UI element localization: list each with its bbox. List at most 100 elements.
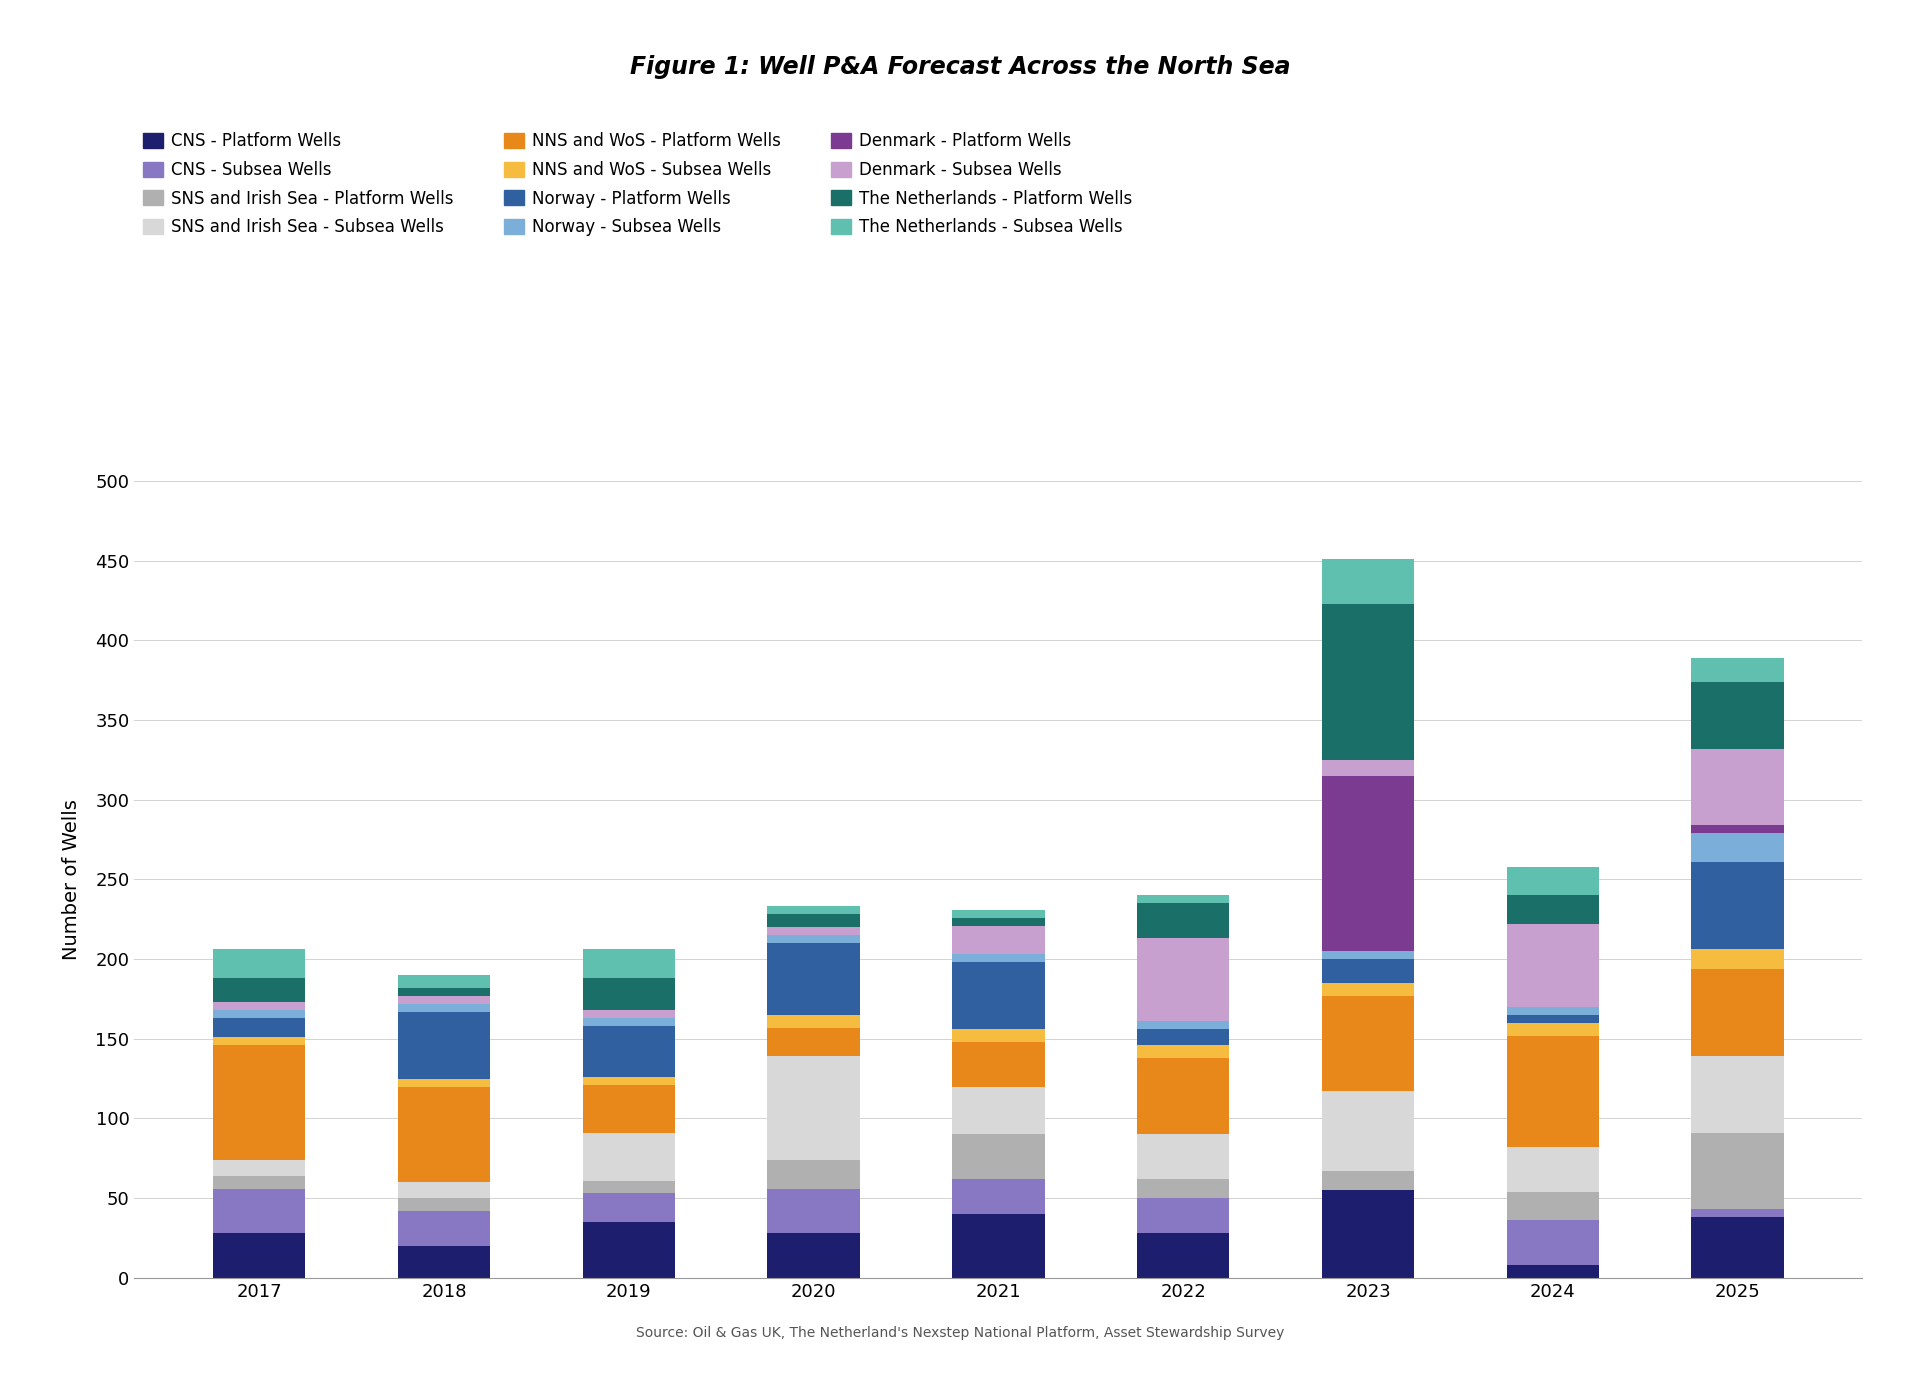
Bar	[952, 910, 1044, 918]
Bar	[1137, 903, 1229, 938]
Bar	[582, 1194, 676, 1221]
Bar	[1507, 1265, 1599, 1278]
Bar	[582, 1026, 676, 1077]
Bar	[397, 1246, 490, 1278]
Bar	[213, 1002, 305, 1010]
Bar	[1321, 996, 1415, 1091]
Bar	[768, 943, 860, 1015]
Bar	[952, 926, 1044, 955]
Bar	[213, 1010, 305, 1018]
Bar	[213, 1160, 305, 1176]
Bar	[1692, 826, 1784, 833]
Bar	[397, 1003, 490, 1011]
Bar	[768, 1015, 860, 1028]
Bar	[582, 1132, 676, 1180]
Bar	[397, 988, 490, 996]
Bar	[768, 1234, 860, 1278]
Bar	[1692, 682, 1784, 749]
Bar	[582, 978, 676, 1010]
Bar	[1692, 1057, 1784, 1132]
Bar	[397, 1210, 490, 1246]
Bar	[768, 936, 860, 943]
Bar	[1321, 559, 1415, 603]
Bar	[582, 1180, 676, 1194]
Bar	[213, 978, 305, 1002]
Bar	[1692, 861, 1784, 949]
Bar	[952, 1215, 1044, 1278]
Bar	[1321, 760, 1415, 776]
Bar	[952, 1179, 1044, 1215]
Legend: CNS - Platform Wells, CNS - Subsea Wells, SNS and Irish Sea - Platform Wells, SN: CNS - Platform Wells, CNS - Subsea Wells…	[142, 132, 1133, 236]
Bar	[1321, 603, 1415, 760]
Bar	[952, 1041, 1044, 1087]
Bar	[1507, 1036, 1599, 1147]
Bar	[768, 907, 860, 915]
Bar	[1137, 1058, 1229, 1135]
Bar	[397, 1011, 490, 1079]
Bar	[397, 1182, 490, 1198]
Bar	[768, 1057, 860, 1160]
Bar	[1507, 896, 1599, 923]
Bar	[1507, 1191, 1599, 1220]
Bar	[1137, 1046, 1229, 1058]
Bar	[1321, 982, 1415, 996]
Bar	[1692, 1132, 1784, 1209]
Bar	[1321, 959, 1415, 982]
Bar	[1137, 1029, 1229, 1046]
Bar	[213, 1037, 305, 1046]
Bar	[1507, 1147, 1599, 1191]
Bar	[582, 949, 676, 978]
Bar	[582, 1085, 676, 1132]
Bar	[1507, 1007, 1599, 1015]
Bar	[1692, 833, 1784, 861]
Bar	[768, 1160, 860, 1189]
Bar	[1692, 1217, 1784, 1278]
Bar	[1137, 1135, 1229, 1179]
Bar	[1137, 1234, 1229, 1278]
Bar	[1321, 951, 1415, 959]
Bar	[582, 1010, 676, 1018]
Bar	[1137, 1198, 1229, 1234]
Bar	[397, 1087, 490, 1182]
Bar	[582, 1018, 676, 1026]
Bar	[1321, 1171, 1415, 1190]
Text: Source: Oil & Gas UK, The Netherland's Nexstep National Platform, Asset Stewards: Source: Oil & Gas UK, The Netherland's N…	[636, 1326, 1284, 1340]
Bar	[1321, 1091, 1415, 1171]
Bar	[582, 1077, 676, 1085]
Bar	[768, 1028, 860, 1057]
Bar	[397, 976, 490, 988]
Bar	[1692, 749, 1784, 826]
Bar	[768, 927, 860, 936]
Bar	[1137, 1021, 1229, 1029]
Bar	[213, 1189, 305, 1234]
Bar	[768, 1189, 860, 1234]
Bar	[1137, 1179, 1229, 1198]
Bar	[1692, 949, 1784, 969]
Bar	[952, 962, 1044, 1029]
Bar	[1507, 923, 1599, 1007]
Bar	[768, 915, 860, 927]
Bar	[952, 1029, 1044, 1041]
Bar	[1507, 1022, 1599, 1036]
Bar	[1321, 1190, 1415, 1278]
Bar	[213, 1046, 305, 1160]
Bar	[213, 1018, 305, 1037]
Bar	[952, 1087, 1044, 1135]
Bar	[1507, 867, 1599, 896]
Bar	[582, 1221, 676, 1278]
Bar	[1321, 776, 1415, 951]
Bar	[952, 918, 1044, 926]
Bar	[397, 996, 490, 1003]
Bar	[1507, 1015, 1599, 1022]
Bar	[213, 1176, 305, 1189]
Bar	[213, 949, 305, 978]
Bar	[1692, 1209, 1784, 1217]
Y-axis label: Number of Wells: Number of Wells	[61, 798, 81, 960]
Bar	[1692, 969, 1784, 1057]
Text: Figure 1: Well P&A Forecast Across the North Sea: Figure 1: Well P&A Forecast Across the N…	[630, 55, 1290, 78]
Bar	[1137, 938, 1229, 1021]
Bar	[397, 1198, 490, 1210]
Bar	[952, 1135, 1044, 1179]
Bar	[1137, 896, 1229, 903]
Bar	[952, 955, 1044, 962]
